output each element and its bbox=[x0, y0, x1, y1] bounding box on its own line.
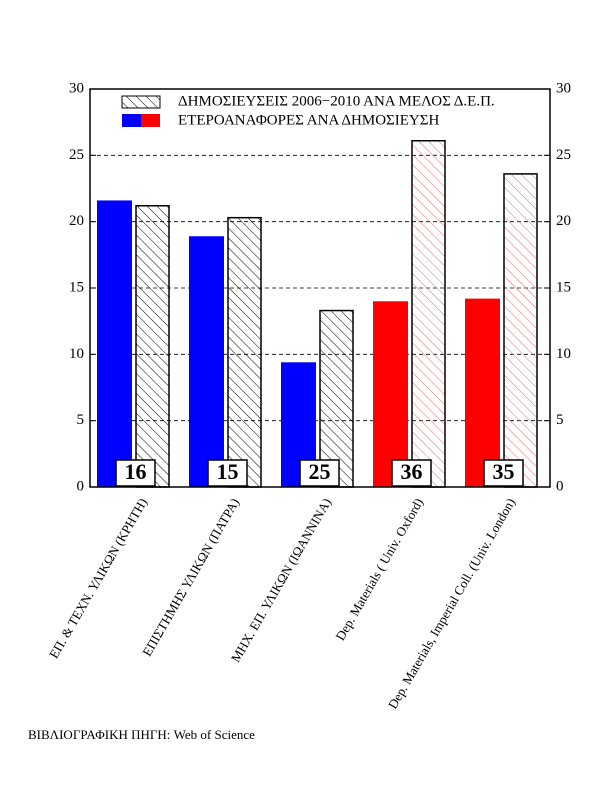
y2-tick-label: 0 bbox=[556, 478, 564, 494]
x-tick-label: ΕΠΙΣΤΗΜΗΣ ΥΛΙΚΩΝ (ΠΑΤΡΑ) bbox=[139, 495, 242, 658]
count-label: 35 bbox=[493, 459, 515, 484]
y-tick-label: 5 bbox=[77, 412, 85, 428]
x-tick-label: Dep. Materials ( Univ. Oxford) bbox=[332, 495, 426, 642]
legend-label: ΕΤΕΡΟΑΝΑΦΟΡΕΣ ΑΝΑ ΔΗΜΟΣΙΕΥΣΗ bbox=[178, 112, 439, 128]
y-tick-label: 30 bbox=[69, 80, 84, 96]
bar bbox=[189, 236, 224, 487]
bar bbox=[319, 309, 354, 488]
count-box bbox=[299, 459, 340, 487]
bar bbox=[135, 204, 170, 488]
y2-tick-label: 10 bbox=[556, 346, 571, 362]
y2-tick-label: 30 bbox=[556, 80, 571, 96]
y-tick-label: 0 bbox=[77, 478, 85, 494]
count-label: 16 bbox=[125, 459, 147, 484]
y2-tick-label: 5 bbox=[556, 412, 564, 428]
bar bbox=[227, 216, 262, 488]
count-label: 36 bbox=[401, 459, 423, 484]
legend-swatch bbox=[141, 114, 160, 127]
source: ΒΙΒΛΙΟΓΡΑΦΙΚΗ ΠΗΓΗ: Web of Science bbox=[28, 727, 255, 742]
y2-tick-label: 25 bbox=[556, 147, 571, 163]
bar bbox=[465, 298, 500, 487]
count-box bbox=[115, 459, 156, 487]
y2-tick-label: 20 bbox=[556, 213, 571, 229]
plot-frame bbox=[89, 88, 551, 488]
bar bbox=[373, 301, 408, 487]
count-box bbox=[483, 459, 524, 487]
y-tick-label: 25 bbox=[69, 147, 84, 163]
legend-label: ΔΗΜΟΣΙΕΥΣΕΙΣ 2006−2010 ΑΝΑ ΜΕΛΟΣ Δ.Ε.Π. bbox=[178, 93, 495, 109]
bar bbox=[411, 139, 446, 488]
count-box bbox=[391, 459, 432, 487]
y2-tick-label: 15 bbox=[556, 279, 571, 295]
count-label: 15 bbox=[217, 459, 239, 484]
y-tick-label: 20 bbox=[69, 213, 84, 229]
count-box bbox=[207, 459, 248, 487]
y-tick-label: 10 bbox=[69, 346, 84, 362]
bar bbox=[97, 200, 132, 487]
bar bbox=[503, 173, 538, 488]
y-tick-label: 15 bbox=[69, 279, 84, 295]
x-tick-label: ΜΗΧ. ΕΠ. ΥΛΙΚΩΝ (ΙΩΑΝΝΙΝΑ) bbox=[228, 495, 334, 664]
x-tick-label: ΕΠ. & ΤΕΧΝ. ΥΛΙΚΩΝ (ΚΡΗΤΗ) bbox=[46, 495, 150, 660]
legend-swatch bbox=[121, 95, 161, 109]
count-label: 25 bbox=[309, 459, 331, 484]
legend-swatch bbox=[122, 114, 141, 127]
